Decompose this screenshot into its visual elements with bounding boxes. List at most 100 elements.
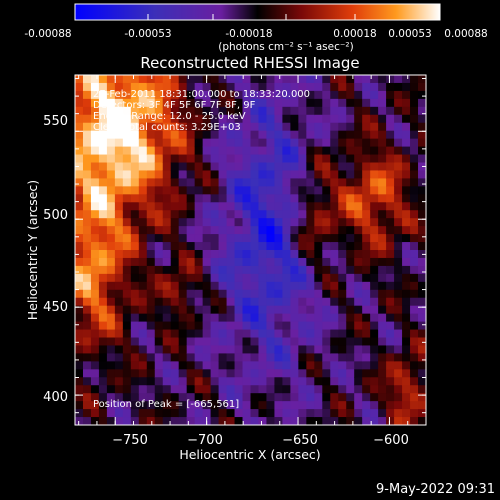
heatmap-cell [186,178,196,187]
annotation-detectors: Detectors: 3F 4F 5F 6F 7F 8F, 9F [93,100,256,111]
heatmap-cell [242,273,252,283]
heatmap-cell [210,393,220,402]
heatmap-cell [378,273,387,283]
heatmap-cell [338,122,347,132]
heatmap-cell [218,361,228,370]
heatmap-cell [306,281,315,291]
heatmap-cell [75,409,84,418]
heatmap-cell [75,186,84,195]
heatmap-cell [186,122,196,132]
heatmap-cell [306,377,315,386]
colorbar-tick-label: 0.00088 [444,28,487,40]
heatmap-cell [402,130,411,140]
heatmap-cell [90,194,100,203]
heatmap-cell [274,409,284,418]
heatmap-cell [130,82,140,92]
heatmap-cell [162,194,172,203]
heatmap-cell [346,162,355,172]
heatmap-cell [90,186,100,195]
heatmap-cell [250,281,260,291]
heatmap-cell [250,106,260,116]
heatmap-cell [266,75,276,84]
heatmap-cell [186,210,196,219]
heatmap-cell [378,178,387,187]
heatmap-cell [98,90,108,100]
heatmap-cell [82,305,92,315]
heatmap-cell [298,417,307,425]
heatmap-cell [394,265,403,275]
heatmap-cell [354,202,363,211]
heatmap-cell [90,242,100,251]
heatmap-cell [402,369,411,378]
heatmap-cell [154,122,164,132]
heatmap-cell [346,281,355,291]
heatmap-cell [266,377,276,386]
heatmap-cell [266,210,276,219]
heatmap-cell [130,273,140,283]
heatmap-cell [274,345,284,354]
heatmap-cell [242,82,252,92]
heatmap-cell [162,98,172,108]
heatmap-cell [170,401,180,410]
heatmap-cell [258,242,268,251]
heatmap-cell [98,154,108,164]
heatmap-cell [290,114,299,124]
heatmap-cell [186,90,196,100]
heatmap-cell [98,289,108,299]
heatmap-cell [234,409,244,418]
heatmap-cell [234,273,244,283]
heatmap-cell [410,242,419,251]
heatmap-cell [82,313,92,323]
heatmap-cell [162,114,172,124]
heatmap-cell [386,345,395,354]
heatmap-cell [354,265,363,275]
heatmap-cell [322,162,331,172]
heatmap-cell [290,345,299,354]
heatmap-cell [386,337,395,347]
heatmap-cell [274,289,284,299]
heatmap-cell [106,75,116,84]
heatmap-cell [266,218,276,227]
heatmap-cell [90,337,100,347]
heatmap-cell [226,265,236,275]
heatmap-cell [218,186,228,195]
heatmap-cell [282,329,291,339]
heatmap-cell [226,250,236,259]
heatmap-cell [210,273,220,283]
heatmap-cell [154,353,164,362]
heatmap-cell [202,162,212,172]
heatmap-cell [82,146,92,156]
heatmap-cell [234,114,244,124]
heatmap-cell [314,170,323,179]
heatmap-cell [290,273,299,283]
heatmap-cell [82,186,92,195]
heatmap-cell [170,377,180,386]
heatmap-cell [402,305,411,315]
heatmap-cell [346,186,355,195]
heatmap-cell [386,265,395,275]
heatmap-cell [306,178,315,187]
heatmap-cell [346,345,355,354]
heatmap-cell [258,162,268,172]
heatmap-cell [346,385,355,394]
heatmap-cell [274,337,284,347]
heatmap-cell [170,106,180,116]
heatmap-cell [274,377,284,386]
heatmap-cell [242,265,252,275]
heatmap-cell [378,90,387,100]
heatmap-cell [258,393,268,402]
heatmap-cell [234,130,244,140]
heatmap-cell [346,170,355,179]
heatmap-cell [122,361,132,370]
heatmap-cell [114,385,124,394]
heatmap-cell [346,154,355,164]
heatmap-cell [146,345,156,354]
heatmap-cell [266,114,276,124]
heatmap-cell [114,297,124,307]
heatmap-cell [314,114,323,124]
heatmap-cell [130,281,140,291]
heatmap-cell [298,178,307,187]
heatmap-cell [306,194,315,203]
heatmap-cell [410,250,419,259]
heatmap-cell [378,154,387,164]
